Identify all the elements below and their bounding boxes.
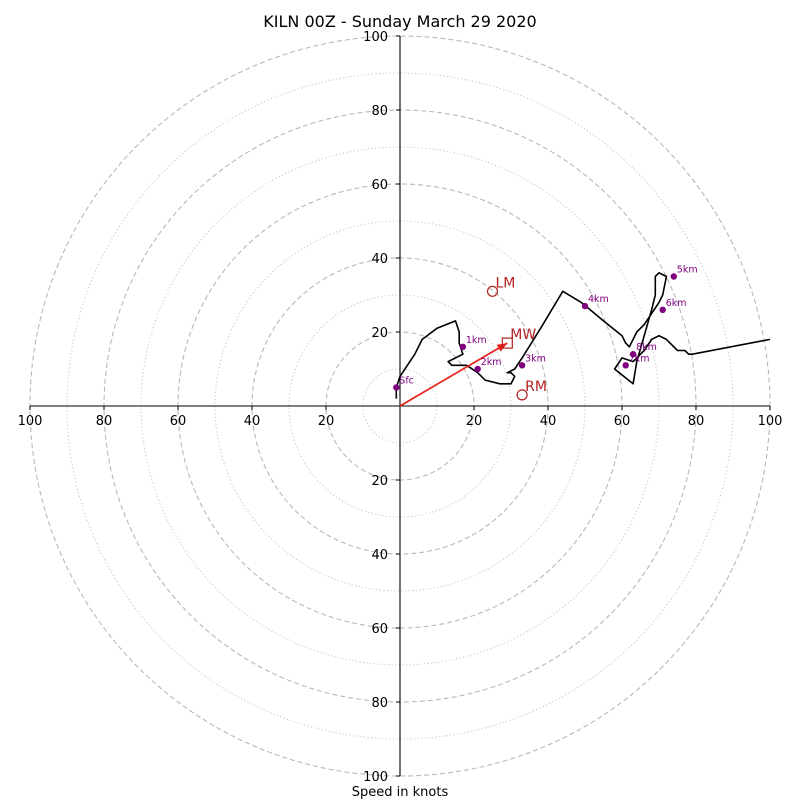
y-tick-label: 80	[371, 696, 388, 711]
y-tick-label: 20	[371, 326, 388, 341]
height-label-2km: 2km	[481, 357, 502, 368]
height-marker-6km	[659, 306, 666, 313]
x-axis-label: Speed in knots	[352, 785, 449, 800]
height-label-7km: 7km	[629, 353, 650, 364]
height-marker-2km	[474, 365, 481, 373]
y-tick-label: 20	[371, 474, 388, 489]
storm-label-rm: RM	[525, 379, 547, 395]
height-marker-8km	[629, 351, 637, 358]
height-marker-5km	[670, 273, 677, 280]
y-tick-label: 100	[363, 30, 388, 45]
storm-marker-mw	[501, 337, 513, 349]
storm-marker-lm	[486, 285, 499, 297]
x-tick-label: 80	[96, 414, 113, 429]
y-tick-label: 40	[371, 252, 388, 267]
x-tick-label: 60	[170, 414, 187, 429]
y-tick-label: 60	[371, 178, 388, 193]
x-tick-label: 80	[688, 414, 705, 429]
height-marker-7km	[622, 362, 629, 369]
x-tick-label: 40	[540, 414, 557, 429]
height-label-8km: 8km	[636, 342, 657, 353]
height-label-6km: 6km	[666, 298, 687, 309]
x-tick-label: 100	[758, 414, 783, 429]
storm-label-mw: MW	[510, 327, 536, 343]
height-label-5km: 5km	[677, 265, 698, 276]
hodograph-trace	[395, 271, 771, 399]
chart-title: KILN 00Z - Sunday March 29 2020	[263, 12, 536, 31]
height-label-sfc: Sfc	[399, 376, 414, 387]
y-tick-label: 40	[371, 548, 388, 563]
height-label-4km: 4km	[588, 294, 609, 305]
height-label-1km: 1km	[466, 335, 487, 346]
x-tick-label: 40	[244, 414, 261, 429]
y-tick-label: 80	[371, 104, 388, 119]
x-tick-label: 20	[318, 414, 335, 429]
height-marker-4km	[581, 302, 589, 310]
y-tick-label: 60	[371, 622, 388, 637]
x-tick-label: 60	[614, 414, 631, 429]
x-tick-label: 20	[466, 414, 483, 429]
axes: 100 80 60 40 20 20 40 60 80 100 20 40 60 80 100 20 40 60 8…	[18, 30, 783, 785]
height-marker-3km	[518, 362, 526, 369]
storm-marker-rm	[516, 389, 528, 401]
height-marker-1km	[459, 343, 467, 350]
height-marker-sfc	[393, 384, 400, 391]
x-tick-label: 100	[18, 414, 43, 429]
mean-wind-arrow-shaft	[399, 342, 508, 407]
storm-motion-markers: LM MW RM	[486, 275, 547, 401]
y-tick-label: 100	[363, 770, 388, 785]
hodograph-line	[395, 271, 771, 399]
storm-label-lm: LM	[496, 275, 516, 291]
height-label-3km: 3km	[525, 353, 546, 364]
